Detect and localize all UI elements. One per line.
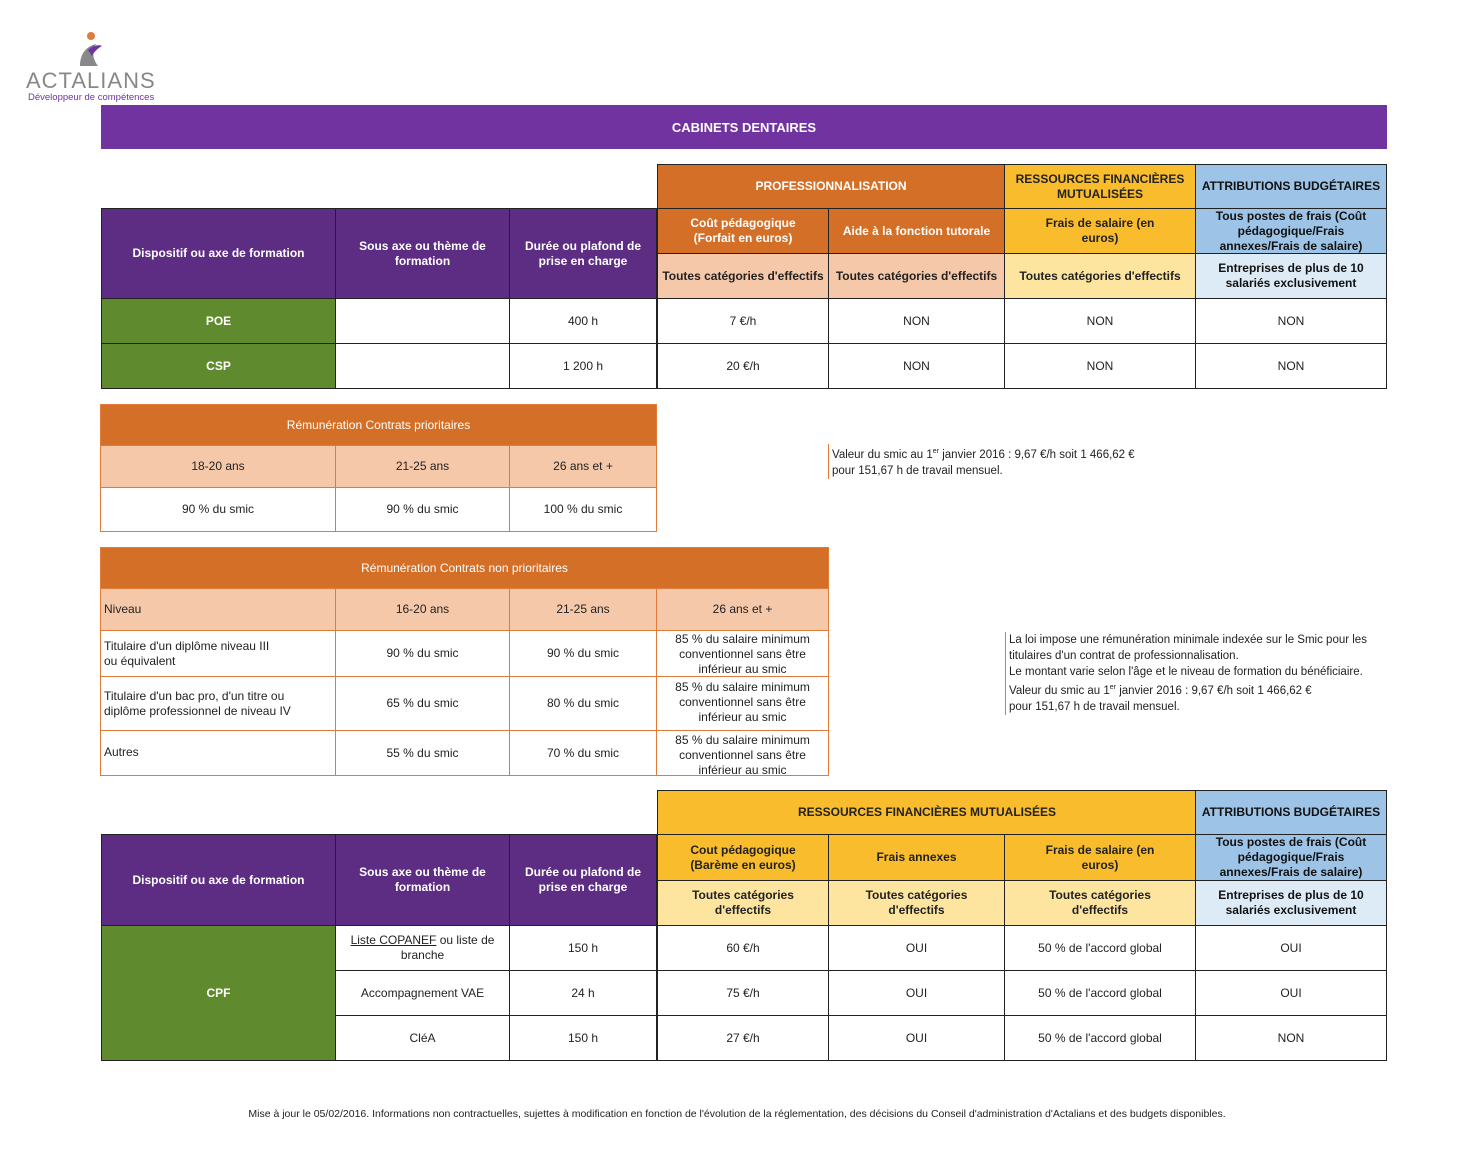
remu-prio-title: Rémunération Contrats prioritaires [100, 404, 657, 446]
scope-cout: Toutes catégories d'effectifs [657, 880, 829, 926]
subheader-annexes: Frais annexes [828, 834, 1005, 881]
subheader-cout: Cout pédagogique (Barème en euros) [657, 834, 829, 881]
smic-note: Valeur du smic au 1er janvier 2016 : 9,6… [828, 444, 1192, 479]
page-title: CABINETS DENTAIRES [101, 105, 1387, 149]
scope-tous: Entreprises de plus de 10 salariés exclu… [1195, 253, 1387, 299]
row-dispositif: CSP [101, 343, 336, 389]
footer-disclaimer: Mise à jour le 05/02/2016. Informations … [248, 1108, 1226, 1120]
row-dispositif: POE [101, 298, 336, 344]
row-duree: 150 h [509, 925, 657, 971]
remu-prio-value: 90 % du smic [100, 487, 336, 532]
row-duree: 400 h [509, 298, 657, 344]
row-sous-axe [335, 298, 510, 344]
subheader-tous: Tous postes de frais (Coût pédagogique/F… [1195, 834, 1387, 881]
remu-prio-header: 18-20 ans [100, 445, 336, 488]
row-frais: NON [1004, 298, 1196, 344]
subheader-aide: Aide à la fonction tutorale [828, 208, 1005, 254]
remu-cell: 85 % du salaire minimum conventionnel sa… [656, 630, 829, 677]
remu-cell: 55 % du smic [335, 730, 510, 776]
remu-cell: 70 % du smic [509, 730, 657, 776]
group-header-budget: ATTRIBUTIONS BUDGÉTAIRES [1195, 790, 1387, 835]
row-frais: 50 % de l'accord global [1004, 1015, 1196, 1061]
group-header-pro: PROFESSIONNALISATION [657, 164, 1005, 209]
row-tous: OUI [1195, 970, 1387, 1016]
remu-nonprio-header: 21-25 ans [509, 588, 657, 631]
niveau-cell: Titulaire d'un bac pro, d'un titre ou di… [100, 676, 336, 731]
header-duree: Durée ou plafond de prise en charge [509, 834, 657, 926]
group-header-mut: RESSOURCES FINANCIÈRES MUTUALISÉES [657, 790, 1197, 835]
row-duree: 1 200 h [509, 343, 657, 389]
scope-frais: Toutes catégories d'effectifs [1004, 880, 1196, 926]
row-frais: NON [1004, 343, 1196, 389]
remu-prio-value: 90 % du smic [335, 487, 510, 532]
row-cout: 60 €/h [657, 925, 829, 971]
header-dispositif: Dispositif ou axe de formation [101, 208, 336, 299]
remu-cell: 90 % du smic [335, 630, 510, 677]
scope-tous: Entreprises de plus de 10 salariés exclu… [1195, 880, 1387, 926]
row-sous-axe: Liste COPANEF ou liste de branche [335, 925, 510, 971]
remu-cell: 65 % du smic [335, 676, 510, 731]
logo-figure-icon [80, 32, 102, 66]
subheader-cout: Coût pédagogique (Forfait en euros) [657, 208, 829, 254]
remu-prio-value: 100 % du smic [509, 487, 657, 532]
remu-nonprio-header: 16-20 ans [335, 588, 510, 631]
remu-cell: 85 % du salaire minimum conventionnel sa… [656, 676, 829, 731]
header-dispositif: Dispositif ou axe de formation [101, 834, 336, 926]
row-cout: 20 €/h [657, 343, 829, 389]
niveau-cell: Autres [100, 730, 336, 776]
copanef-link[interactable]: Liste COPANEF [350, 933, 437, 947]
row-sous-axe [335, 343, 510, 389]
row-tous: NON [1195, 298, 1387, 344]
row-duree: 24 h [509, 970, 657, 1016]
group-header-budget: ATTRIBUTIONS BUDGÉTAIRES [1195, 164, 1387, 209]
header-duree: Durée ou plafond de prise en charge [509, 208, 657, 299]
cpf-dispositif: CPF [101, 925, 336, 1061]
row-sous-axe: Accompagnement VAE [335, 970, 510, 1016]
row-tous: NON [1195, 343, 1387, 389]
logo-tagline: Développeur de compétences [28, 92, 155, 103]
row-tous: NON [1195, 1015, 1387, 1061]
row-cout: 27 €/h [657, 1015, 829, 1061]
scope-frais: Toutes catégories d'effectifs [1004, 253, 1196, 299]
logo-brand: ACTALIANS [26, 68, 156, 93]
scope-annexes: Toutes catégories d'effectifs [828, 880, 1005, 926]
row-tous: OUI [1195, 925, 1387, 971]
loi-note: La loi impose une rémunération minimale … [1005, 632, 1379, 715]
row-annexes: OUI [828, 970, 1005, 1016]
logo: ACTALIANS Développeur de compétences [26, 30, 176, 103]
niveau-cell: Titulaire d'un diplôme niveau III ou équ… [100, 630, 336, 677]
remu-nonprio-header: Niveau [100, 588, 336, 631]
row-duree: 150 h [509, 1015, 657, 1061]
row-frais: 50 % de l'accord global [1004, 925, 1196, 971]
group-header-mut: RESSOURCES FINANCIÈRES MUTUALISÉES [1004, 164, 1196, 209]
remu-cell: 80 % du smic [509, 676, 657, 731]
row-aide: NON [828, 343, 1005, 389]
scope-aide: Toutes catégories d'effectifs [828, 253, 1005, 299]
row-sous-axe: CléA [335, 1015, 510, 1061]
remu-nonprio-header: 26 ans et + [656, 588, 829, 631]
subheader-frais: Frais de salaire (en euros) [1004, 208, 1196, 254]
row-frais: 50 % de l'accord global [1004, 970, 1196, 1016]
remu-prio-header: 21-25 ans [335, 445, 510, 488]
header-sous-axe: Sous axe ou thème de formation [335, 208, 510, 299]
row-annexes: OUI [828, 1015, 1005, 1061]
remu-cell: 85 % du salaire minimum conventionnel sa… [656, 730, 829, 776]
header-sous-axe: Sous axe ou thème de formation [335, 834, 510, 926]
row-cout: 7 €/h [657, 298, 829, 344]
row-annexes: OUI [828, 925, 1005, 971]
remu-nonprio-title: Rémunération Contrats non prioritaires [100, 547, 829, 589]
remu-prio-header: 26 ans et + [509, 445, 657, 488]
scope-cout: Toutes catégories d'effectifs [657, 253, 829, 299]
subheader-tous: Tous postes de frais (Coût pédagogique/F… [1195, 208, 1387, 254]
row-cout: 75 €/h [657, 970, 829, 1016]
row-aide: NON [828, 298, 1005, 344]
subheader-frais: Frais de salaire (en euros) [1004, 834, 1196, 881]
remu-cell: 90 % du smic [509, 630, 657, 677]
